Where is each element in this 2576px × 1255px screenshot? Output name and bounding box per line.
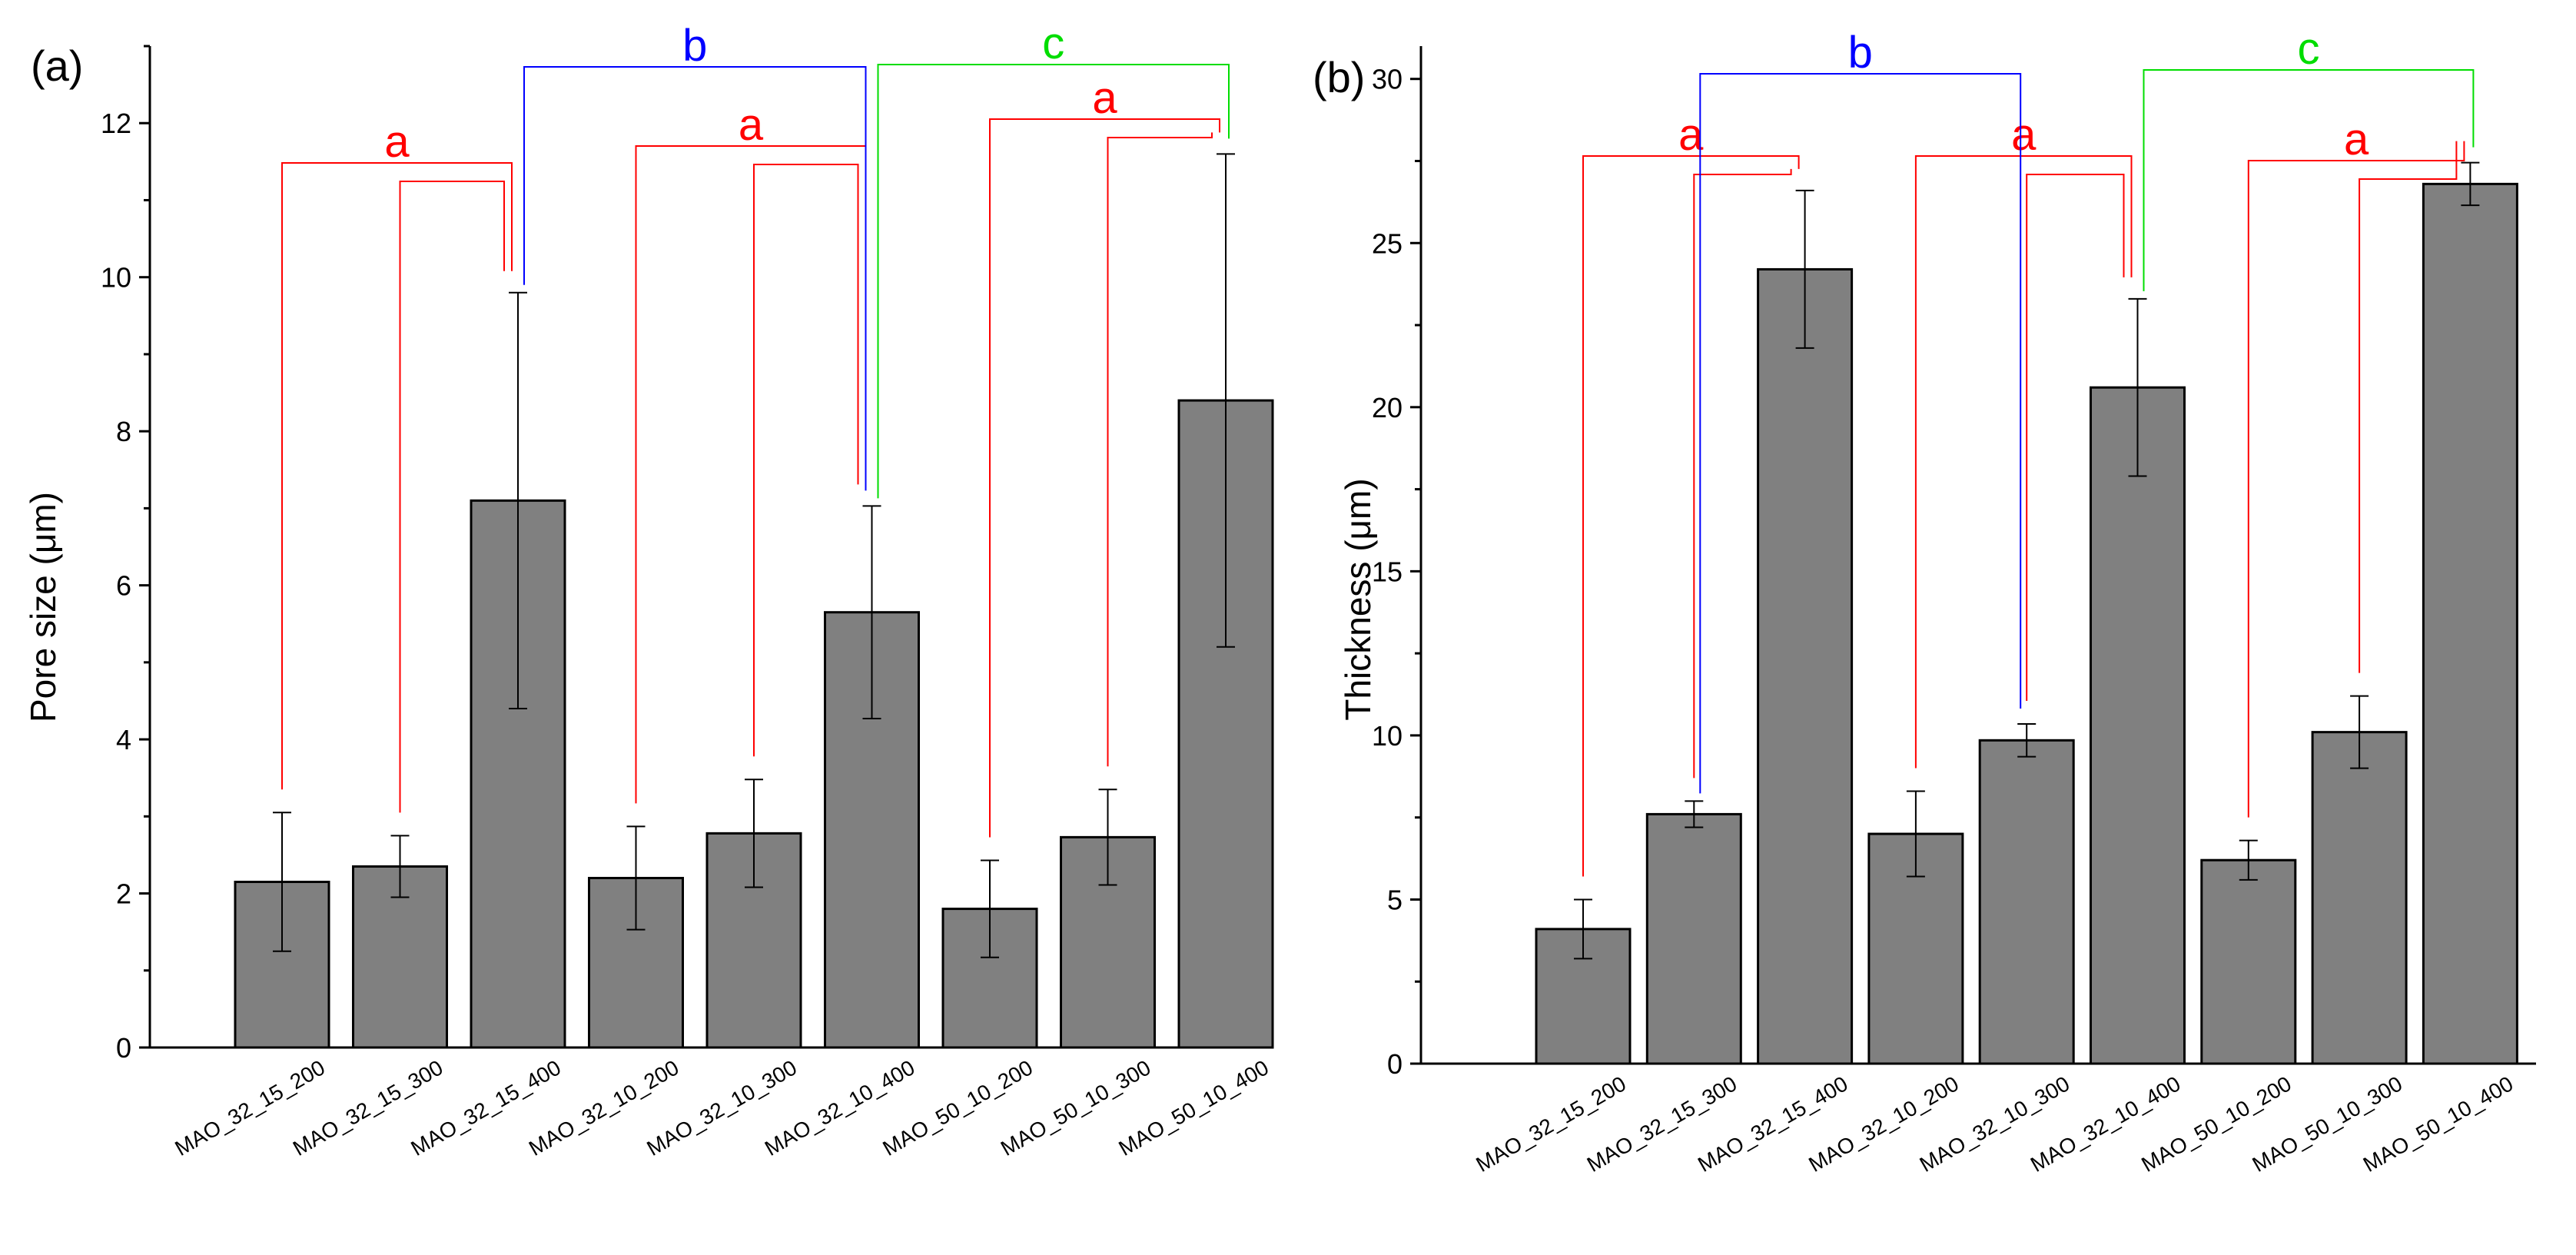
significance-label: c — [2297, 24, 2319, 74]
panel-label-b: (b) — [1313, 53, 1365, 101]
error-bar-MAO_50_10_200 — [2239, 839, 2258, 881]
significance-bracket-a: a — [2247, 115, 2465, 818]
y-tick-label: 8 — [116, 416, 131, 447]
panel-label-a: (a) — [31, 42, 83, 90]
bar-MAO_50_10_200 — [2200, 858, 2297, 1065]
bars-b: MAO_32_15_200MAO_32_15_300MAO_32_15_400M… — [1472, 161, 2518, 1177]
significance-brackets-a: a aab c — [281, 18, 1230, 838]
error-bar-MAO_32_15_300 — [1685, 800, 1704, 828]
bracket-pair — [523, 66, 867, 491]
bracket-outer — [1582, 155, 1800, 877]
y-tick-label: 12 — [101, 108, 131, 139]
error-bar-MAO_32_15_300 — [390, 835, 410, 898]
bracket-inner — [753, 164, 859, 757]
error-bar-MAO_50_10_400 — [1217, 153, 1235, 648]
bracket-pair — [2143, 69, 2475, 291]
significance-bracket-b: b — [523, 21, 867, 491]
error-bar-MAO_50_10_200 — [981, 859, 999, 958]
chart-panel-a: (a) a aab c MAO_32_15_200MAO_32_15_300MAO_… — [23, 18, 1274, 1160]
error-bar-MAO_32_15_400 — [509, 291, 527, 709]
bracket-pair — [1699, 73, 2022, 794]
error-bar-MAO_32_10_400 — [2128, 297, 2147, 477]
significance-bracket-c: c — [2143, 24, 2475, 291]
significance-label: b — [682, 21, 707, 71]
y-tick-label: 5 — [1387, 884, 1403, 915]
error-bar-MAO_50_10_400 — [2461, 161, 2480, 207]
bar-MAO_32_15_300 — [1645, 812, 1742, 1065]
significance-label: a — [384, 117, 410, 167]
significance-brackets-b: a a ab c — [1582, 24, 2475, 877]
error-bar-MAO_32_10_400 — [862, 505, 881, 720]
significance-label: a — [2344, 115, 2369, 164]
bar-MAO_32_10_400 — [2090, 386, 2186, 1065]
y-tick-label: 20 — [1372, 392, 1403, 423]
y-tick-label: 10 — [1372, 720, 1403, 752]
error-bar-MAO_32_10_200 — [626, 825, 646, 931]
significance-bracket-a: a — [989, 73, 1220, 838]
y-axis-title-b: Thickness (μm) — [1338, 478, 1378, 720]
bracket-inner — [1693, 168, 1792, 779]
y-tick-label: 0 — [1387, 1048, 1403, 1080]
bar-MAO_32_15_400 — [1757, 267, 1854, 1065]
y-tick-label: 4 — [116, 724, 131, 755]
bar-MAO_50_10_400 — [2422, 182, 2518, 1065]
bracket-outer — [2247, 141, 2465, 818]
significance-bracket-c: c — [877, 18, 1230, 499]
error-bar-MAO_32_10_300 — [745, 779, 763, 888]
bracket-inner — [2359, 141, 2458, 673]
error-bar-MAO_50_10_300 — [2350, 695, 2369, 769]
bracket-inner — [1107, 132, 1213, 767]
error-bar-MAO_50_10_300 — [1098, 789, 1117, 886]
significance-label: a — [1092, 73, 1117, 123]
bracket-outer — [281, 162, 513, 790]
error-bar-MAO_32_10_300 — [2017, 722, 2037, 758]
bar-MAO_50_10_300 — [2311, 731, 2408, 1065]
bracket-outer — [1914, 155, 2133, 769]
significance-label: b — [1848, 28, 1873, 78]
bracket-inner — [2026, 174, 2125, 701]
significance-bracket-b: b — [1699, 28, 2022, 794]
error-bar-MAO_32_15_200 — [273, 812, 291, 952]
significance-bracket-a: a — [1914, 110, 2133, 769]
chart-panel-b: (b) a a ab c MAO_32_15_200MAO_32_15_300MAO_… — [1313, 24, 2536, 1177]
bracket-pair — [877, 64, 1230, 499]
bracket-outer — [989, 118, 1220, 838]
y-tick-label: 2 — [116, 878, 131, 910]
y-tick-label: 30 — [1372, 64, 1403, 95]
significance-bracket-a: a — [281, 117, 513, 813]
y-tick-label: 25 — [1372, 227, 1403, 259]
error-bar-MAO_32_15_200 — [1574, 898, 1592, 960]
y-tick-label: 10 — [101, 262, 131, 294]
axes-a: 0 2 4 6 8 10 12 — [101, 45, 1268, 1064]
y-tick-label: 6 — [116, 570, 131, 602]
significance-label: a — [2011, 110, 2037, 160]
bar-MAO_32_10_300 — [1978, 739, 2075, 1065]
error-bar-MAO_32_15_400 — [1795, 189, 1814, 349]
y-axis-title-a: Pore size (μm) — [23, 492, 63, 722]
y-tick-label: 15 — [1372, 556, 1403, 587]
error-bar-MAO_32_10_200 — [1906, 790, 1925, 878]
bracket-inner — [399, 181, 505, 813]
significance-label: a — [739, 100, 764, 150]
y-tick-label: 0 — [116, 1032, 131, 1064]
axes-b: 0 5 10 15 20 25 30 — [1372, 46, 2536, 1080]
significance-label: c — [1042, 18, 1064, 68]
